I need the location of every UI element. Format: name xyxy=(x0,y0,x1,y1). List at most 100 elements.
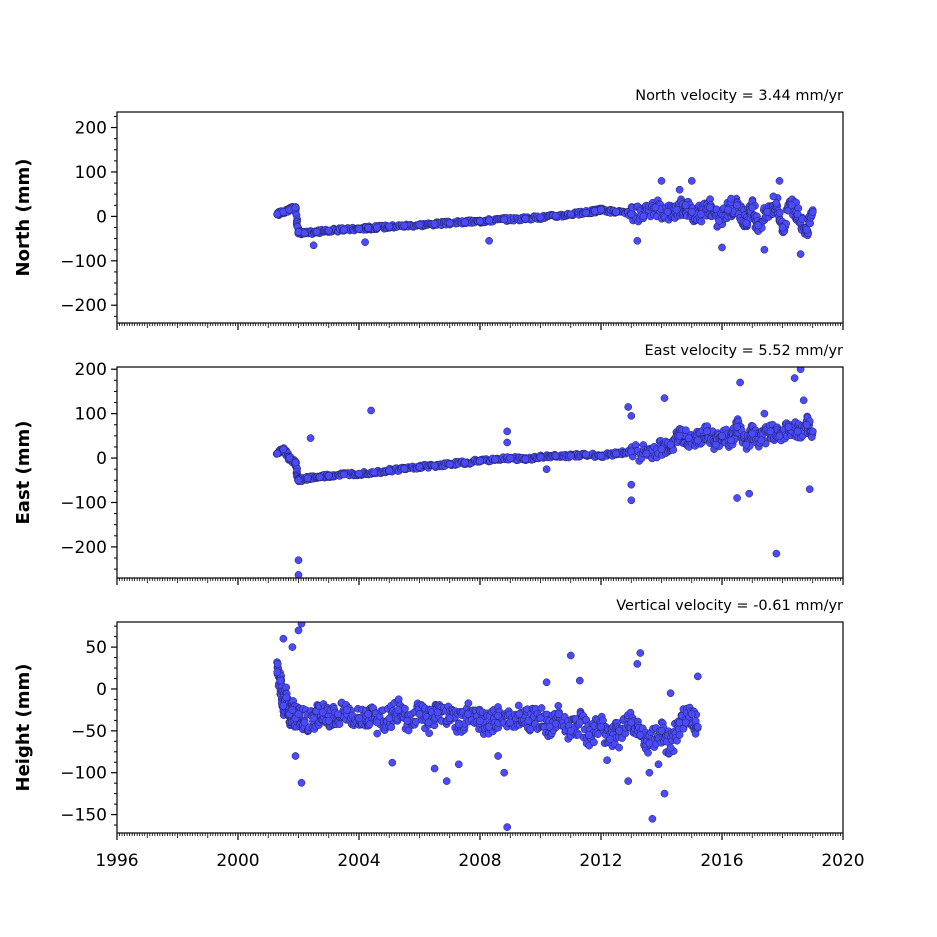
height-data-point xyxy=(545,722,554,731)
east-y-tick-label: −200 xyxy=(60,538,107,558)
north-data-point xyxy=(385,222,394,231)
north-y-tick-label: −200 xyxy=(60,296,107,316)
north-data-point xyxy=(430,220,439,228)
height-data-point xyxy=(297,622,306,628)
height-data-point xyxy=(433,708,442,717)
height-data-point xyxy=(693,722,702,731)
height-data-point xyxy=(373,729,382,738)
east-data-point xyxy=(805,485,814,494)
height-data-point xyxy=(387,723,396,732)
east-data-point xyxy=(273,449,282,458)
height-data-point xyxy=(645,768,654,777)
height-data-point xyxy=(654,760,663,769)
north-data-point xyxy=(566,210,575,219)
height-data-point xyxy=(666,689,675,698)
north-y-ticks: −200 −100 0 100 200 xyxy=(60,115,117,317)
height-data-point xyxy=(594,730,602,739)
height-data-point xyxy=(615,743,623,752)
east-velocity-title: East velocity = 5.52 mm/yr xyxy=(644,343,843,359)
x-tick-label: 2000 xyxy=(216,851,259,871)
east-data-point xyxy=(506,454,515,462)
height-data-point xyxy=(276,676,285,685)
east-data-point xyxy=(718,432,726,440)
north-data-point xyxy=(687,208,696,216)
east-data-point xyxy=(367,406,375,415)
height-data-point xyxy=(424,718,433,727)
height-data-point xyxy=(288,706,297,714)
x-tick-label: 2020 xyxy=(821,851,864,871)
height-data-point xyxy=(300,718,309,727)
east-y-tick-label: −100 xyxy=(60,493,107,513)
height-data-point xyxy=(537,704,546,712)
height-data-point xyxy=(343,706,351,714)
north-x-ticks xyxy=(116,323,844,330)
height-data-point xyxy=(415,710,424,718)
north-data-point xyxy=(760,245,769,254)
north-data-point xyxy=(651,203,660,212)
east-data-point xyxy=(279,445,288,454)
height-data-point xyxy=(442,777,451,785)
north-data-point xyxy=(361,238,369,247)
height-data-point xyxy=(675,731,684,739)
height-data-point xyxy=(273,660,282,668)
east-data-point xyxy=(461,458,469,467)
north-data-point xyxy=(476,217,484,226)
height-data-point xyxy=(585,731,593,739)
east-axis-label: East (mm) xyxy=(13,421,34,525)
height-data-point xyxy=(454,720,463,729)
east-data-point xyxy=(733,494,741,502)
height-data-point xyxy=(273,668,282,677)
height-data-point xyxy=(294,626,303,635)
east-data-point xyxy=(775,432,784,440)
height-data-point xyxy=(333,710,342,718)
height-data-point xyxy=(454,760,463,769)
north-data-point xyxy=(663,208,672,216)
x-tick-label: 2004 xyxy=(337,851,380,871)
east-data-point xyxy=(597,451,605,460)
east-data-point xyxy=(684,434,693,442)
north-y-tick-label: −100 xyxy=(60,252,107,272)
height-data-point xyxy=(282,693,291,702)
east-data-point xyxy=(675,432,684,440)
height-data-point xyxy=(575,676,584,685)
north-data-point xyxy=(778,223,787,232)
north-data-point xyxy=(796,250,805,258)
north-data-point xyxy=(687,177,696,185)
height-y-tick-label: −50 xyxy=(71,722,107,742)
north-data-point xyxy=(772,199,781,207)
east-data-point xyxy=(796,367,805,374)
north-data-point xyxy=(808,208,817,216)
east-data-point xyxy=(766,427,775,436)
east-data-point xyxy=(385,466,394,475)
height-data-point xyxy=(506,718,515,727)
height-data-point xyxy=(536,714,545,723)
east-data-point xyxy=(340,470,348,479)
north-data-point xyxy=(415,220,424,229)
east-data-point xyxy=(355,469,363,478)
east-data-point xyxy=(521,455,530,463)
height-data-point xyxy=(503,823,512,831)
north-y-tick-label: 200 xyxy=(75,119,107,139)
north-y-tick-label: 100 xyxy=(75,163,107,183)
height-data-point xyxy=(666,743,675,752)
height-panel: Vertical velocity = -0.61 mm/yr Height (m… xyxy=(13,598,844,840)
east-data-point xyxy=(294,476,303,485)
north-y-tick-label: 0 xyxy=(96,207,107,227)
east-data-points xyxy=(272,367,817,578)
height-data-point xyxy=(606,735,614,744)
east-data-point xyxy=(760,409,769,418)
north-data-point xyxy=(672,205,681,214)
height-data-point xyxy=(445,714,454,723)
height-data-point xyxy=(388,758,397,767)
height-data-point xyxy=(403,716,412,725)
north-data-point xyxy=(400,221,409,230)
north-data-point xyxy=(551,212,560,220)
height-data-point xyxy=(566,651,575,660)
north-axis-label: North (mm) xyxy=(13,159,34,277)
height-data-point xyxy=(430,764,439,773)
east-data-point xyxy=(712,440,720,449)
height-data-point xyxy=(597,722,605,731)
height-data-point xyxy=(279,701,288,710)
north-data-point xyxy=(300,229,309,238)
east-data-point xyxy=(415,463,424,471)
